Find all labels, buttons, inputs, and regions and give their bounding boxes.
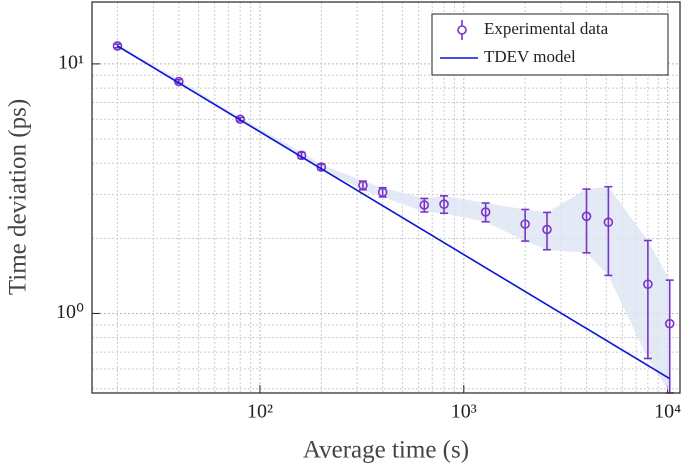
x-tick-label: 10⁴ (654, 401, 681, 423)
legend-symbol (457, 25, 467, 35)
data-point (581, 211, 592, 222)
y-tick-label: 10⁰ (56, 301, 84, 323)
data-point (377, 187, 388, 198)
data-point (419, 200, 430, 210)
x-tick-label: 10³ (451, 401, 477, 423)
legend-box (431, 13, 669, 76)
data-point (358, 180, 368, 191)
x-axis-label: Average time (s) (303, 437, 469, 464)
y-axis-label: Time deviation (ps) (5, 99, 32, 295)
data-point (664, 318, 675, 329)
data-point (174, 76, 184, 87)
model-line (117, 45, 671, 380)
data-point (603, 217, 614, 228)
data-point (542, 224, 552, 235)
x-tick-label: 10² (247, 401, 273, 423)
plot-frame (91, 1, 681, 394)
legend-label: TDEV model (484, 47, 576, 66)
data-point (520, 219, 530, 229)
legend-label: Experimental data (484, 19, 609, 38)
data-point (439, 199, 449, 210)
data-point (235, 114, 245, 125)
data-point (480, 207, 491, 217)
data-point (112, 41, 123, 51)
data-point (643, 279, 653, 289)
y-tick-label: 10¹ (58, 51, 84, 73)
